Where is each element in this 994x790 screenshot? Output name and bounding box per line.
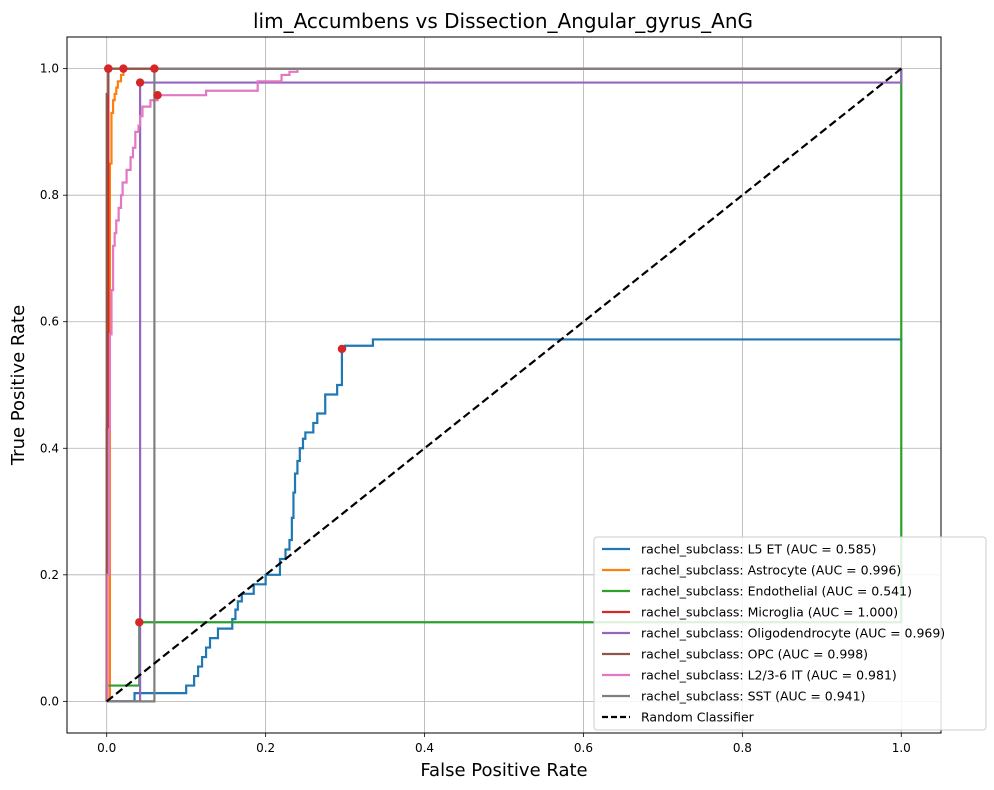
legend: rachel_subclass: L5 ET (AUC = 0.585) rach…	[593, 536, 987, 731]
x-tick-label: 0.6	[574, 741, 593, 755]
legend-label-4: rachel_subclass: Oligodendrocyte (AUC = …	[641, 626, 945, 641]
y-ticks: 0.0 0.2 0.4 0.6 0.8 1.0	[40, 62, 67, 708]
chart-title: lim_Accumbens vs Dissection_Angular_gyru…	[253, 9, 753, 33]
y-tick-label: 0.2	[40, 568, 59, 582]
x-tick-label: 0.4	[415, 741, 434, 755]
legend-box	[593, 536, 987, 731]
threshold-marker-5	[104, 64, 113, 73]
legend-label-5: rachel_subclass: OPC (AUC = 0.998)	[641, 647, 868, 662]
y-tick-label: 0.8	[40, 188, 59, 202]
legend-label-3: rachel_subclass: Microglia (AUC = 1.000)	[641, 605, 898, 620]
x-tick-label: 0.0	[97, 741, 116, 755]
legend-label-1: rachel_subclass: Astrocyte (AUC = 0.996)	[641, 563, 901, 578]
threshold-marker-4	[135, 78, 145, 87]
legend-label-2: rachel_subclass: Endothelial (AUC = 0.54…	[641, 584, 912, 599]
series-line-6	[106, 67, 902, 703]
threshold-marker-1	[119, 64, 128, 73]
y-tick-label: 0.0	[40, 694, 59, 708]
grid	[67, 37, 941, 733]
y-tick-label: 1.0	[40, 62, 59, 76]
series-line-0	[106, 338, 903, 703]
x-tick-label: 0.2	[256, 741, 275, 755]
series-line-7	[106, 67, 902, 703]
x-axis-label: False Positive Rate	[420, 760, 587, 781]
y-axis-label: True Positive Rate	[8, 305, 29, 466]
plot-area	[104, 64, 903, 703]
x-tick-label: 1.0	[892, 741, 911, 755]
threshold-marker-7	[150, 64, 159, 73]
x-ticks: 0.0 0.2 0.4 0.6 0.8 1.0	[97, 733, 911, 755]
legend-label-0: rachel_subclass: L5 ET (AUC = 0.585)	[641, 542, 876, 557]
x-tick-label: 0.8	[733, 741, 752, 755]
random-classifier-line	[106, 67, 902, 703]
threshold-marker-2	[135, 618, 144, 627]
legend-label-6: rachel_subclass: L2/3-6 IT (AUC = 0.981)	[641, 668, 897, 683]
y-tick-label: 0.4	[40, 441, 59, 455]
threshold-marker-6	[153, 91, 162, 100]
axes-frame	[66, 36, 942, 734]
threshold-marker-0	[337, 344, 347, 354]
y-tick-label: 0.6	[40, 315, 59, 329]
series-line-1	[106, 67, 902, 703]
legend-label-7: rachel_subclass: SST (AUC = 0.941)	[641, 689, 865, 704]
legend-label-8: Random Classifier	[641, 710, 755, 725]
